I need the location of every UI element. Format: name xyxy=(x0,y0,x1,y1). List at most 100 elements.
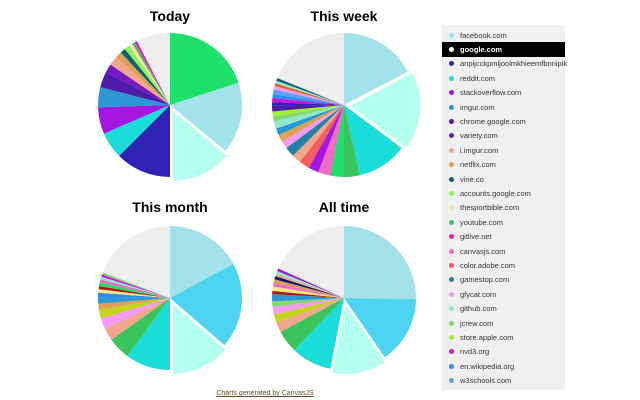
pie-slice[interactable] xyxy=(98,298,170,319)
pie-slice[interactable] xyxy=(344,105,361,177)
pie-slice[interactable] xyxy=(276,271,344,298)
pie-slice[interactable] xyxy=(344,226,416,300)
pie-slice[interactable] xyxy=(98,292,170,298)
pie-slice[interactable] xyxy=(101,274,170,298)
pie-slice[interactable] xyxy=(330,300,387,376)
legend-item[interactable]: youtube.com xyxy=(442,215,565,229)
legend-item[interactable]: google.com xyxy=(442,42,565,57)
legend-item[interactable]: stackoverflow.com xyxy=(442,86,565,100)
pie-slice[interactable] xyxy=(272,294,344,302)
pie-slice[interactable] xyxy=(272,290,344,298)
pie-slice[interactable] xyxy=(134,41,170,105)
pie-chart-this-week[interactable] xyxy=(259,20,429,190)
pie-slice[interactable] xyxy=(278,226,344,298)
pie-slice[interactable] xyxy=(272,282,344,298)
pie-slice[interactable] xyxy=(330,105,344,177)
pie-slice[interactable] xyxy=(99,282,170,298)
pie-slice[interactable] xyxy=(110,57,170,105)
pie-slice[interactable] xyxy=(98,285,170,298)
pie-slice[interactable] xyxy=(292,105,344,162)
pie-slice[interactable] xyxy=(105,64,170,105)
pie-chart-all-time[interactable] xyxy=(259,213,429,383)
legend-item[interactable]: store.apple.com xyxy=(442,330,565,344)
pie-slice[interactable] xyxy=(272,105,344,112)
pie-slice[interactable] xyxy=(274,83,344,105)
pie-slice[interactable] xyxy=(170,33,239,105)
pie-slice[interactable] xyxy=(274,276,344,298)
pie-slice[interactable] xyxy=(347,71,422,150)
pie-slice[interactable] xyxy=(98,105,170,134)
pie-slice[interactable] xyxy=(272,93,344,105)
pie-slice[interactable] xyxy=(127,298,170,370)
pie-slice[interactable] xyxy=(99,279,170,298)
pie-slice[interactable] xyxy=(98,289,170,298)
pie-slice[interactable] xyxy=(308,105,344,173)
pie-slice[interactable] xyxy=(281,105,344,149)
pie-slice[interactable] xyxy=(170,82,242,151)
pie-slice[interactable] xyxy=(100,276,170,298)
pie-slice[interactable] xyxy=(318,105,344,176)
pie-slice[interactable] xyxy=(294,298,344,369)
pie-slice[interactable] xyxy=(299,105,344,168)
legend-item[interactable]: netflix.com xyxy=(442,158,565,172)
pie-slice[interactable] xyxy=(273,105,344,129)
legend-item[interactable]: accounts.google.com xyxy=(442,186,565,200)
pie-slice[interactable] xyxy=(275,273,344,298)
legend-item[interactable]: variety.com xyxy=(442,129,565,143)
legend-item[interactable]: facebook.com xyxy=(442,28,565,42)
legend-item[interactable]: i.imgur.com xyxy=(442,143,565,157)
pie-slice[interactable] xyxy=(98,87,170,108)
pie-slice[interactable] xyxy=(120,48,170,105)
canvasjs-credit-link[interactable]: Charts generated by CanvasJS xyxy=(216,390,314,397)
legend-item[interactable]: gitlive.net xyxy=(442,229,565,243)
pie-slice[interactable] xyxy=(104,298,170,340)
pie-chart-today[interactable] xyxy=(85,20,255,190)
pie-slice[interactable] xyxy=(132,42,170,105)
pie-slice[interactable] xyxy=(170,226,234,298)
pie-slice[interactable] xyxy=(136,33,170,105)
pie-slice[interactable] xyxy=(111,298,170,356)
legend-item[interactable]: chrome.google.com xyxy=(442,114,565,128)
pie-slice[interactable] xyxy=(171,300,228,376)
legend-item[interactable]: w3schools.com xyxy=(442,373,565,387)
pie-slice[interactable] xyxy=(344,33,408,105)
pie-slice[interactable] xyxy=(280,298,344,351)
pie-slice[interactable] xyxy=(344,105,402,176)
legend-item[interactable]: github.com xyxy=(442,301,565,315)
legend-item[interactable]: en.wikipedia.org xyxy=(442,359,565,373)
pie-slice[interactable] xyxy=(273,85,344,105)
pie-slice[interactable] xyxy=(286,105,344,156)
pie-slice[interactable] xyxy=(272,89,344,105)
legend-item[interactable]: anpijcckpmljoolmkhieemfbnnipik xyxy=(442,57,567,71)
pie-slice[interactable] xyxy=(275,80,344,105)
pie-slice[interactable] xyxy=(100,72,170,105)
pie-slice[interactable] xyxy=(124,45,170,105)
pie-slice[interactable] xyxy=(278,105,344,142)
legend[interactable]: facebook.com google.com anpijcckpmljoolmkh… xyxy=(442,25,567,390)
pie-slice[interactable] xyxy=(275,105,344,135)
pie-slice[interactable] xyxy=(100,298,170,329)
legend-item[interactable]: gfycat.com xyxy=(442,287,565,301)
pie-slice[interactable] xyxy=(170,263,242,346)
pie-slice[interactable] xyxy=(272,98,344,105)
pie-slice[interactable] xyxy=(272,102,344,106)
pie-slice[interactable] xyxy=(277,268,344,298)
legend-item[interactable]: imgur.com xyxy=(442,100,565,114)
legend-item[interactable]: color.adobe.com xyxy=(442,258,565,272)
legend-item[interactable]: thesportbible.com xyxy=(442,201,565,215)
pie-slice[interactable] xyxy=(344,298,416,358)
pie-slice[interactable] xyxy=(272,298,344,315)
pie-slice[interactable] xyxy=(277,33,344,105)
pie-slice[interactable] xyxy=(272,286,344,298)
pie-slice[interactable] xyxy=(119,105,170,177)
pie-slice[interactable] xyxy=(98,297,170,304)
legend-item[interactable]: canvasjs.com xyxy=(442,244,565,258)
pie-slice[interactable] xyxy=(276,77,344,105)
legend-item[interactable]: jcrew.com xyxy=(442,316,565,330)
legend-item[interactable]: reddit.com xyxy=(442,71,565,85)
pie-slice[interactable] xyxy=(129,43,170,105)
pie-slice[interactable] xyxy=(273,279,344,298)
pie-slice[interactable] xyxy=(101,272,170,298)
legend-item[interactable]: gamestop.com xyxy=(442,273,565,287)
legend-item[interactable]: nvd3.org xyxy=(442,345,565,359)
